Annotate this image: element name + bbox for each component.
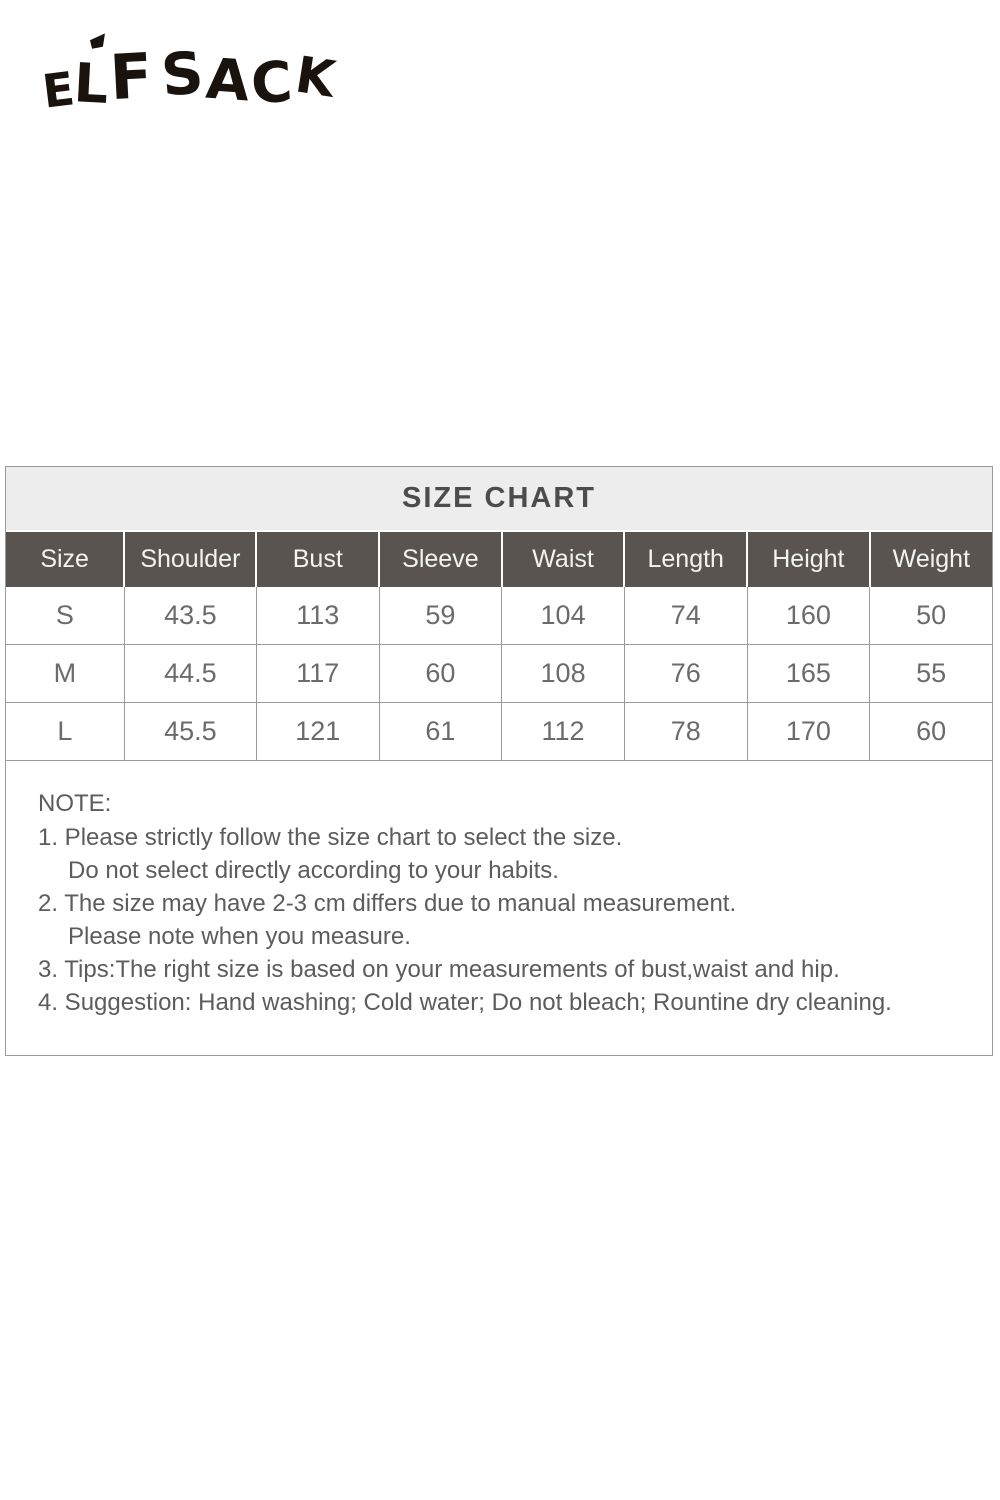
column-header-length: Length	[623, 532, 748, 587]
note-line-3: 3. Tips:The right size is based on your …	[38, 956, 840, 983]
note-heading: NOTE:	[38, 790, 112, 817]
logo-letter: S	[158, 38, 207, 110]
cell-height: 160	[746, 587, 871, 645]
logo-letter: E	[39, 61, 78, 119]
logo-flag-mark	[90, 33, 106, 50]
cell-height: 165	[746, 644, 871, 703]
cell-weight: 60	[869, 702, 992, 761]
note-line-2b: Please note when you measure.	[68, 923, 411, 950]
cell-sleeve: 60	[378, 644, 503, 703]
note-line-1: 1. Please strictly follow the size chart…	[38, 824, 623, 851]
table-row-s: S 43.5 113 59 104 74 160 50	[6, 587, 992, 645]
cell-shoulder: 43.5	[123, 587, 257, 645]
cell-size: L	[6, 702, 125, 761]
brand-logo: ELFSACK	[40, 38, 339, 119]
note-line-2: 2. The size may have 2-3 cm differs due …	[38, 890, 737, 917]
column-header-waist: Waist	[500, 532, 625, 587]
cell-length: 78	[623, 702, 748, 761]
cell-bust: 117	[255, 644, 380, 703]
cell-bust: 113	[255, 587, 380, 645]
table-row-l: L 45.5 121 61 112 78 170 60	[6, 702, 992, 761]
size-table: Size Shoulder Bust Sleeve Waist Length H…	[6, 532, 992, 761]
cell-weight: 55	[869, 644, 992, 703]
cell-height: 170	[746, 702, 871, 761]
column-header-weight: Weight	[868, 532, 992, 587]
cell-size: M	[6, 644, 125, 703]
cell-shoulder: 44.5	[123, 644, 257, 703]
logo-letter: K	[292, 45, 340, 109]
note-line-1b: Do not select directly according to your…	[68, 857, 559, 884]
cell-weight: 50	[869, 587, 992, 645]
logo-letter: C	[249, 49, 295, 118]
size-chart-box: SIZE CHART Size Shoulder Bust Sleeve Wai…	[5, 466, 993, 1056]
cell-waist: 104	[501, 587, 625, 645]
column-header-size: Size	[6, 532, 125, 587]
column-header-shoulder: Shoulder	[123, 532, 257, 587]
note-line-4: 4. Suggestion: Hand washing; Cold water;…	[38, 989, 892, 1016]
cell-length: 74	[623, 587, 748, 645]
size-chart-title: SIZE CHART	[6, 467, 992, 532]
table-header-row: Size Shoulder Bust Sleeve Waist Length H…	[6, 532, 992, 587]
column-header-height: Height	[746, 532, 870, 587]
cell-waist: 112	[501, 702, 625, 761]
cell-sleeve: 59	[378, 587, 503, 645]
logo-letter: A	[203, 46, 252, 115]
cell-waist: 108	[501, 644, 625, 703]
note-section: NOTE: 1. Please strictly follow the size…	[6, 761, 992, 1055]
cell-sleeve: 61	[378, 702, 503, 761]
logo-letter: F	[107, 38, 154, 115]
logo-letter: L	[72, 51, 111, 116]
cell-bust: 121	[255, 702, 380, 761]
column-header-bust: Bust	[255, 532, 380, 587]
table-row-m: M 44.5 117 60 108 76 165 55	[6, 644, 992, 703]
cell-size: S	[6, 587, 125, 645]
cell-length: 76	[623, 644, 748, 703]
column-header-sleeve: Sleeve	[378, 532, 502, 587]
cell-shoulder: 45.5	[123, 702, 257, 761]
